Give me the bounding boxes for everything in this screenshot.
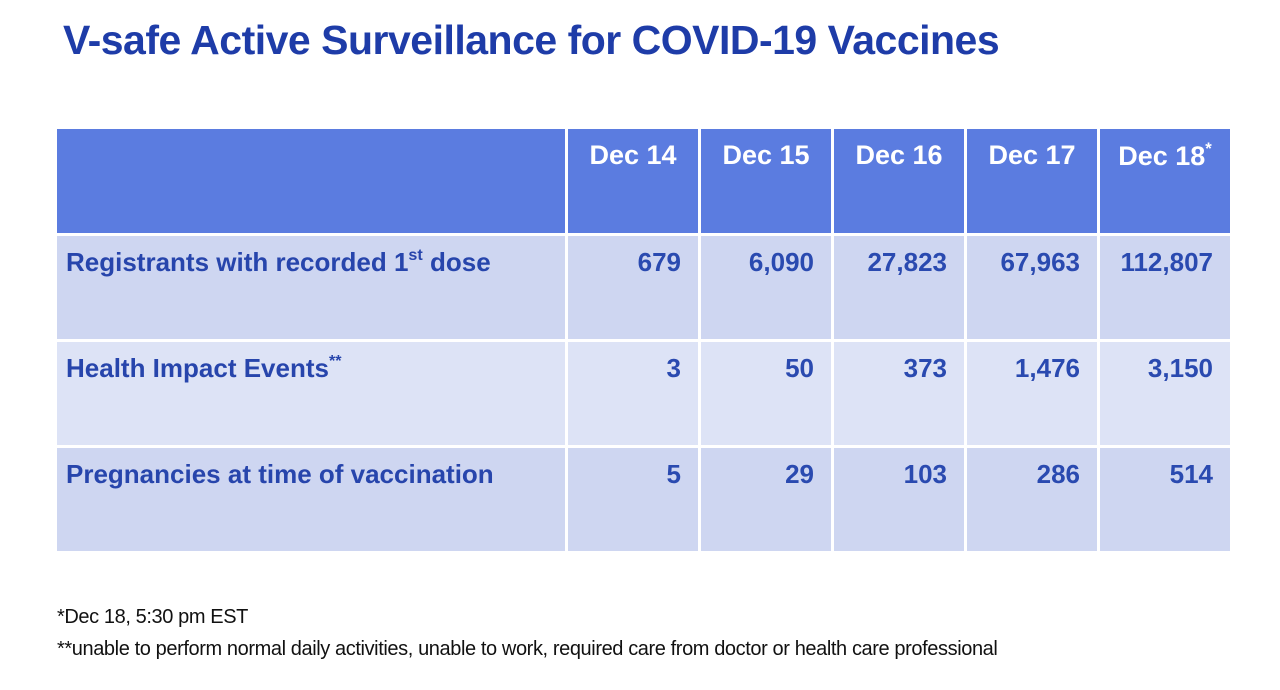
footnote-dec18: *Dec 18, 5:30 pm EST [57,606,248,628]
table-cell: 373 [834,342,964,445]
surveillance-table: Dec 14 Dec 15 Dec 16 Dec 17 Dec 18* Regi… [57,129,1230,551]
table-cell: 27,823 [834,236,964,339]
row-label-pregnancies: Pregnancies at time of vaccination [57,448,565,551]
row-label-registrants: Registrants with recorded 1st dose [57,236,565,339]
table-cell: 5 [568,448,698,551]
column-header-dec17: Dec 17 [967,129,1097,233]
table-cell: 6,090 [701,236,831,339]
column-header-dec15: Dec 15 [701,129,831,233]
column-header-dec16: Dec 16 [834,129,964,233]
footnote-marker-single: * [1205,139,1212,158]
table-cell: 1,476 [967,342,1097,445]
footnotes: *Dec 18, 5:30 pm EST **unable to perform… [57,601,998,665]
column-header-dec18-text: Dec 18 [1118,141,1206,171]
table-cell: 286 [967,448,1097,551]
row-label-health-impact: Health Impact Events** [57,342,565,445]
row-label-text: Registrants with recorded 1 [66,247,409,277]
table-cell: 679 [568,236,698,339]
column-header-dec18: Dec 18* [1100,129,1230,233]
page-title: V-safe Active Surveillance for COVID-19 … [63,17,1000,63]
footnote-health-impact-definition: **unable to perform normal daily activit… [57,638,998,660]
row-label-text: Pregnancies at time of vaccination [66,459,494,489]
ordinal-superscript: st [408,246,423,265]
row-label-text: Health Impact Events [66,353,329,383]
table-cell: 112,807 [1100,236,1230,339]
footnote-marker-double: ** [328,352,342,371]
column-header-dec14: Dec 14 [568,129,698,233]
table-corner-cell [57,129,565,233]
table-cell: 3 [568,342,698,445]
table-cell: 103 [834,448,964,551]
table-cell: 3,150 [1100,342,1230,445]
table-cell: 29 [701,448,831,551]
table-cell: 50 [701,342,831,445]
table-cell: 514 [1100,448,1230,551]
table-cell: 67,963 [967,236,1097,339]
row-label-suffix: dose [422,247,491,277]
